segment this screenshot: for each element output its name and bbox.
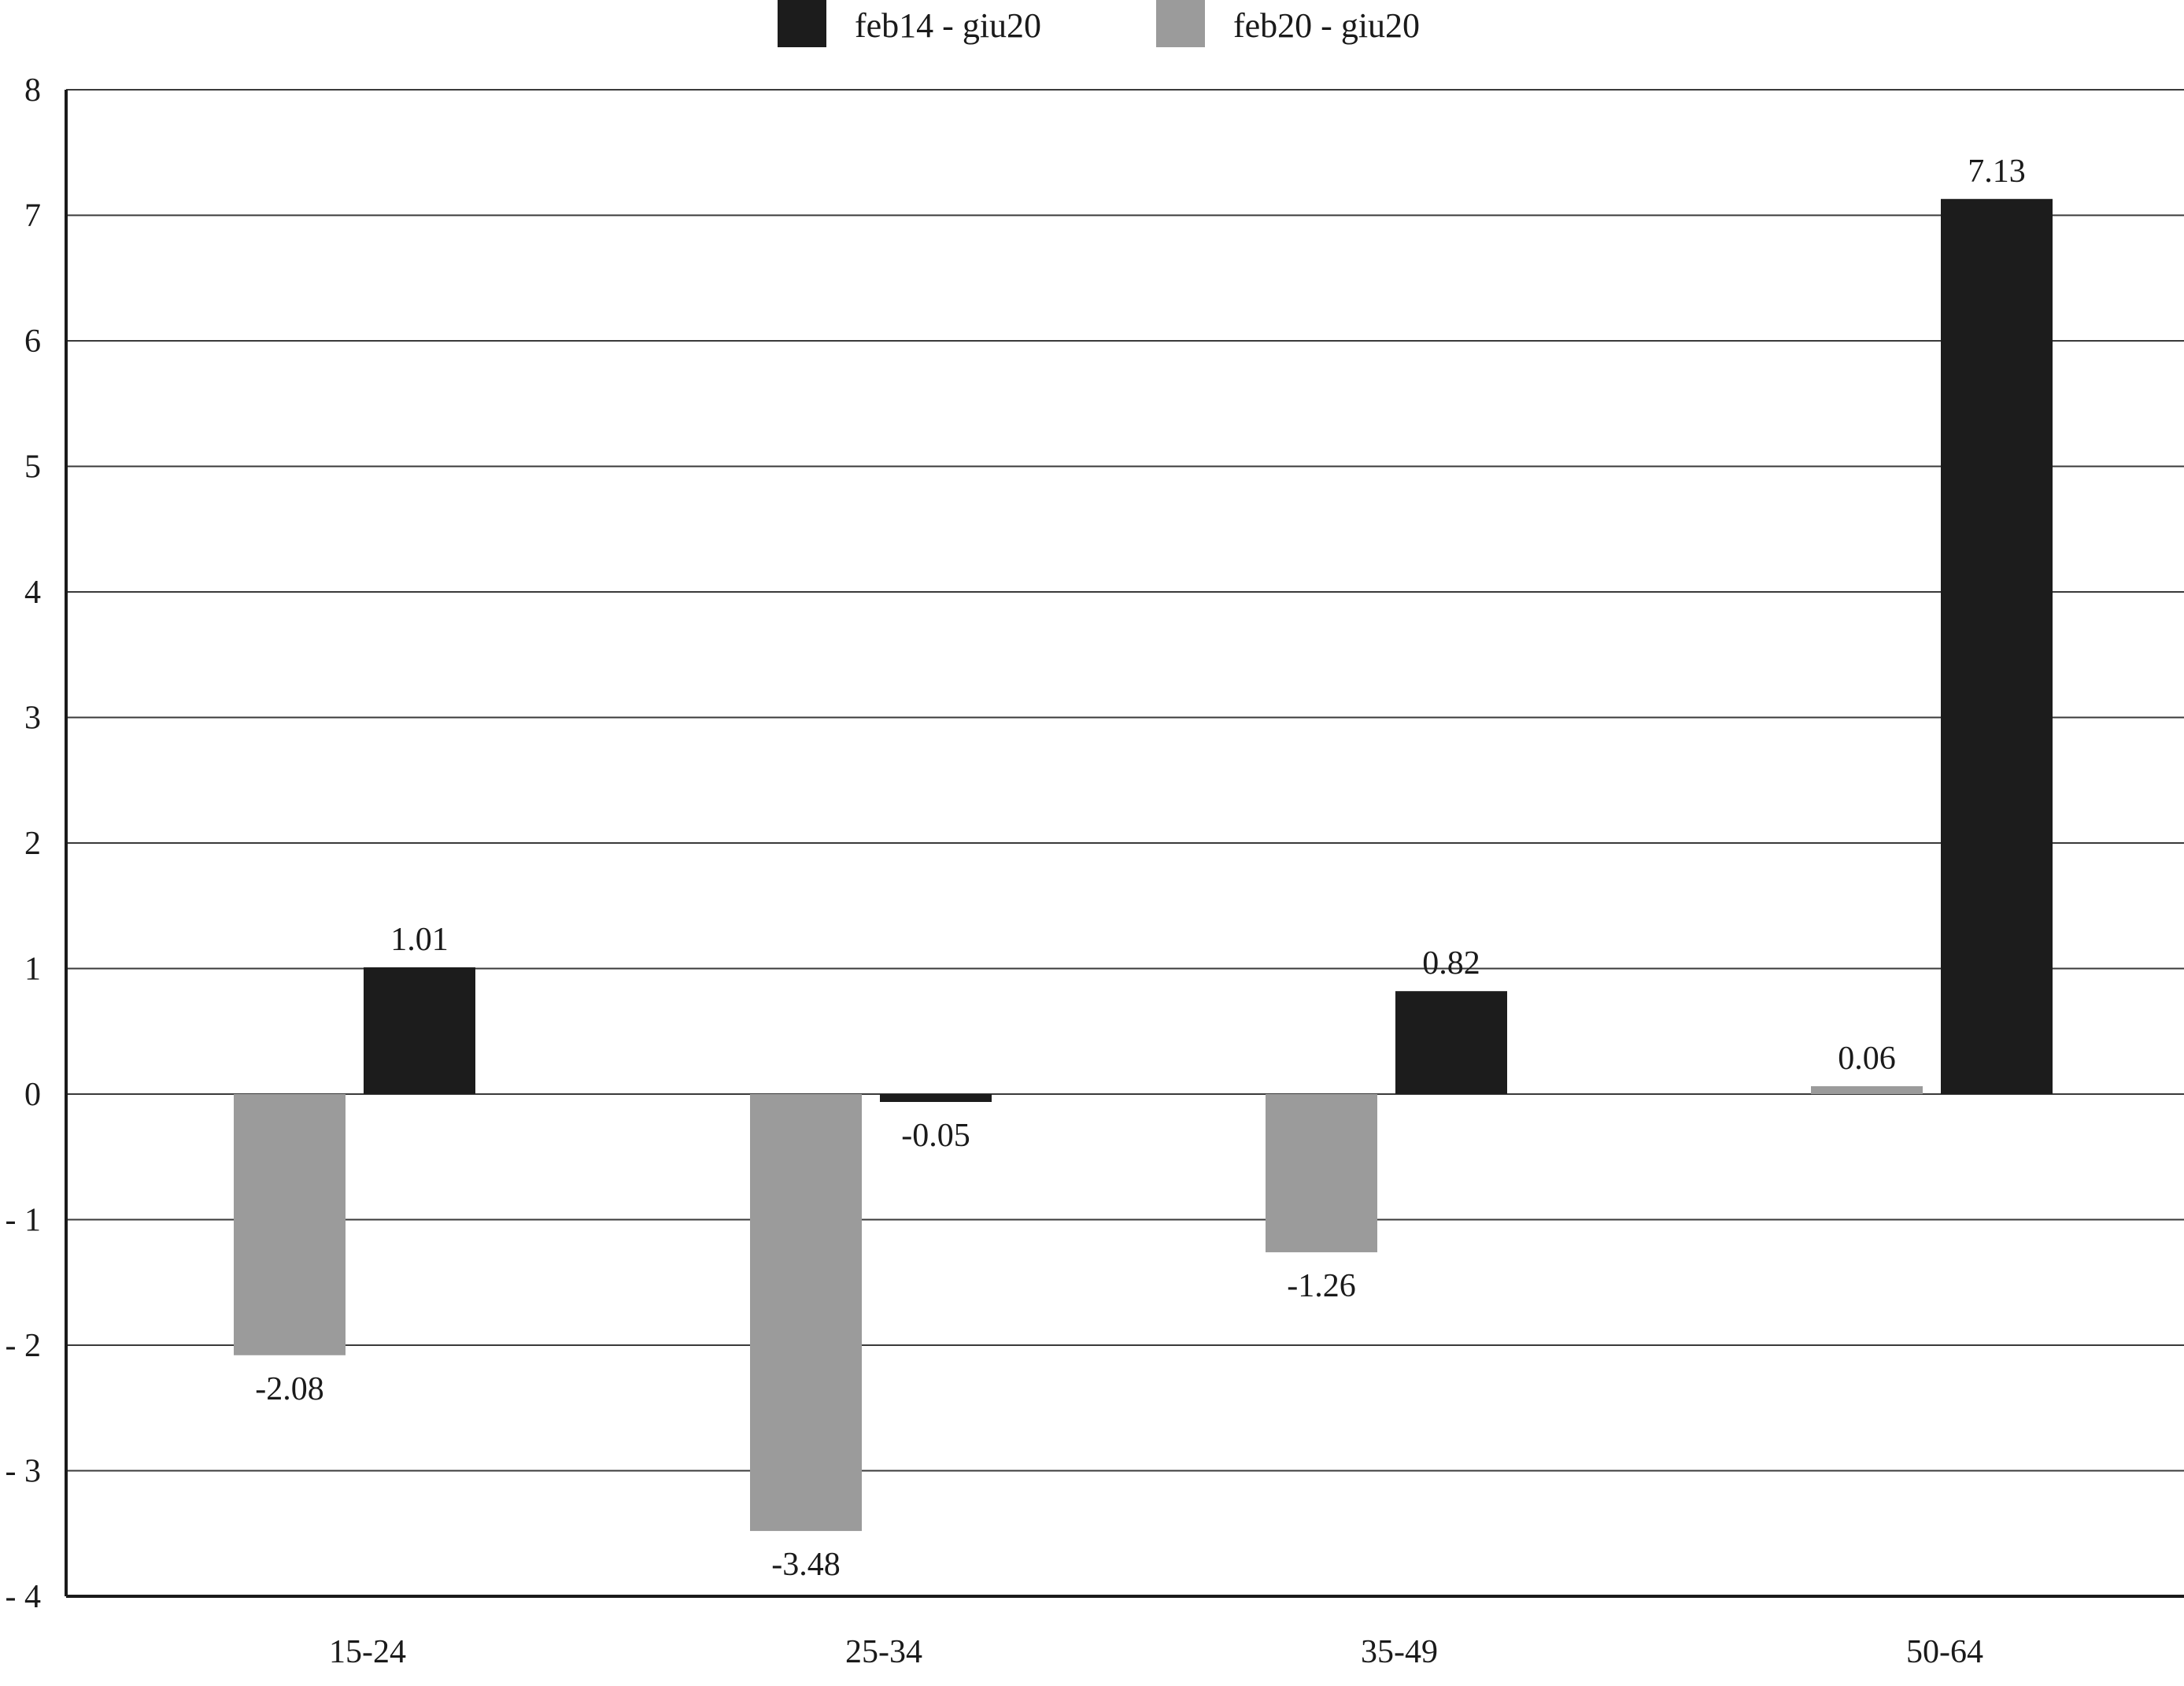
legend-label: feb14 - giu20 [855, 6, 1041, 45]
data-label: 7.13 [1968, 153, 2026, 190]
legend-label: feb20 - giu20 [1233, 6, 1420, 45]
y-tick-label: 1 [24, 952, 41, 988]
category-label: 25-34 [845, 1634, 922, 1670]
y-tick-label: - 1 [6, 1203, 42, 1239]
data-label: -2.08 [255, 1371, 324, 1407]
category-label: 50-64 [1906, 1634, 1983, 1670]
y-tick-label: 0 [24, 1077, 41, 1113]
bars [234, 198, 2053, 1532]
category-label: 35-49 [1361, 1634, 1438, 1670]
data-label: -3.48 [771, 1547, 841, 1583]
axes [65, 90, 2184, 1598]
y-tick-label: - 3 [6, 1454, 42, 1490]
y-tick-label: 4 [24, 575, 41, 611]
y-tick-label: - 2 [6, 1328, 42, 1364]
y-tick-label: 6 [24, 324, 41, 360]
legend: feb14 - giu20 feb20 - giu20 [778, 0, 1420, 47]
y-tick-label: 3 [24, 701, 41, 737]
x-axis-categories: 15-24 25-34 35-49 50-64 [329, 1634, 1983, 1670]
bar [750, 1094, 862, 1532]
legend-swatch [1156, 0, 1205, 47]
y-tick-label: 7 [24, 198, 41, 235]
y-tick-label: - 4 [6, 1579, 42, 1615]
legend-swatch [778, 0, 826, 47]
bar [1266, 1094, 1377, 1252]
bar [234, 1094, 346, 1355]
bar [880, 1094, 992, 1102]
y-tick-label: 5 [24, 449, 41, 486]
category-label: 15-24 [329, 1634, 406, 1670]
bar [364, 967, 475, 1094]
data-label: -1.26 [1287, 1268, 1356, 1304]
bar [1811, 1086, 1923, 1094]
data-label: 0.06 [1838, 1041, 1896, 1077]
bar [1395, 991, 1507, 1094]
bar [1941, 198, 2053, 1094]
data-labels: -2.08 -3.48 -1.26 0.06 1.01 -0.05 0.82 7.13 [255, 153, 2026, 1583]
gridlines [66, 89, 2184, 1597]
data-label: -0.05 [901, 1118, 970, 1154]
data-label: 1.01 [390, 922, 449, 958]
data-label: 0.82 [1422, 945, 1480, 982]
y-tick-label: 8 [24, 72, 41, 109]
y-tick-label: 2 [24, 826, 41, 862]
y-axis-ticks: 8 7 6 5 4 3 2 1 0 - 1 - 2 - 3 - 4 [6, 72, 42, 1615]
